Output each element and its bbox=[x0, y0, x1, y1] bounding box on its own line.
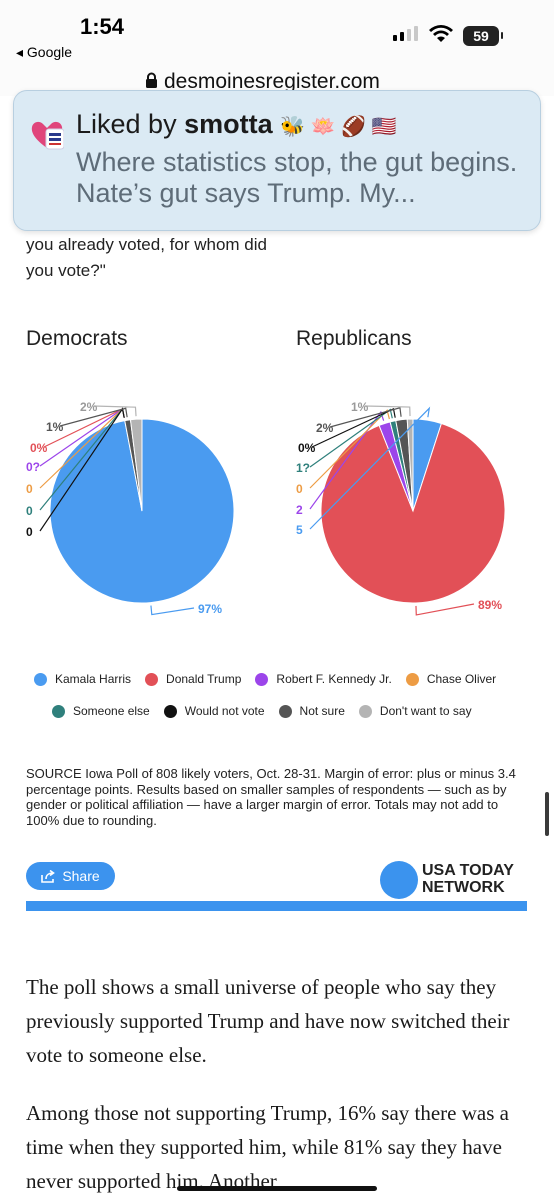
share-button[interactable]: Share bbox=[26, 862, 115, 890]
leader-line-democrats-kamala-harris bbox=[150, 605, 195, 616]
url-text[interactable]: desmoinesregister.com bbox=[164, 70, 380, 93]
data-label-democrats-would-not-vote: 0 bbox=[26, 525, 33, 539]
home-indicator[interactable] bbox=[177, 1186, 377, 1191]
heart-app-icon bbox=[31, 121, 64, 150]
legend-row-1: Kamala Harris Donald Trump Robert F. Kenne… bbox=[34, 672, 510, 686]
legend-label: Robert F. Kennedy Jr. bbox=[276, 672, 392, 686]
legend-item-would-not-vote: Would not vote bbox=[163, 704, 265, 718]
clock: 1:54 bbox=[80, 14, 125, 39]
usa-today-logo-icon bbox=[380, 861, 418, 899]
leader-line-republicans-would-not-vote bbox=[311, 407, 396, 448]
chart-title-democrats: Democrats bbox=[26, 327, 128, 350]
legend-row-2: Someone else Would not vote Not sure Don't … bbox=[52, 704, 486, 718]
data-label-republicans-don-t-want-to-say: 1% bbox=[351, 400, 369, 414]
share-icon bbox=[41, 869, 56, 883]
data-label-democrats-don-t-want-to-say: 2% bbox=[80, 400, 98, 414]
leader-line-republicans-not-sure bbox=[329, 407, 402, 428]
pie-slice-republicans-donald-trump bbox=[320, 422, 506, 604]
data-label-republicans-someone-else: 1? bbox=[296, 461, 310, 475]
legend-swatch bbox=[255, 672, 269, 686]
network-line-2: NETWORK bbox=[422, 879, 505, 896]
leader-line-republicans-don-t-want-to-say bbox=[364, 405, 411, 417]
legend-item-someone-else: Someone else bbox=[52, 704, 150, 718]
data-label-republicans-kamala-harris: 5 bbox=[296, 523, 303, 537]
legend-item-robert-f-kennedy-jr: Robert F. Kennedy Jr. bbox=[255, 672, 392, 686]
legend-item-don-t-want-to-say: Don't want to say bbox=[358, 704, 472, 718]
data-label-republicans-chase-oliver: 0 bbox=[296, 482, 303, 496]
data-label-democrats-someone-else: 0 bbox=[26, 504, 33, 518]
article-question-text: you already voted, for whom did you vote… bbox=[26, 235, 267, 280]
pie-slice-democrats-don-t-want-to-say bbox=[129, 418, 143, 512]
legend-swatch bbox=[278, 704, 292, 718]
legend-item-donald-trump: Donald Trump bbox=[145, 672, 241, 686]
data-label-republicans-would-not-vote: 0% bbox=[298, 441, 316, 455]
legend-item-not-sure: Not sure bbox=[278, 704, 345, 718]
notification-body: Where statistics stop, the gut begins. N… bbox=[76, 147, 518, 208]
network-line-1: USA TODAY bbox=[422, 862, 514, 879]
source-note: SOURCE Iowa Poll of 808 likely voters, O… bbox=[26, 766, 516, 828]
legend-swatch bbox=[34, 672, 47, 686]
article-paragraph-2: Among those not supporting Trump, 16% sa… bbox=[26, 1101, 509, 1193]
lock-icon bbox=[146, 72, 157, 88]
leader-line-republicans-robert-f-kennedy-jr bbox=[309, 410, 385, 510]
notification-banner[interactable]: Liked by smotta 🐝 🪷 🏈 🇺🇸 Where statistic… bbox=[13, 90, 541, 231]
data-label-democrats-kamala-harris: 97% bbox=[198, 602, 222, 616]
notification-emojis: 🐝 🪷 🏈 🇺🇸 bbox=[280, 116, 397, 138]
notification-liked-prefix: Liked by bbox=[76, 109, 185, 139]
legend-swatch bbox=[358, 704, 372, 718]
back-to-google-link[interactable]: ◂ Google bbox=[16, 44, 73, 60]
legend-label: Donald Trump bbox=[166, 672, 242, 686]
legend-item-kamala-harris: Kamala Harris bbox=[34, 672, 131, 686]
leader-line-republicans-donald-trump bbox=[415, 603, 475, 616]
battery-icon: 59 bbox=[463, 26, 503, 46]
status-bar: 1:54 ◂ Google 59 bbox=[0, 0, 554, 70]
legend-swatch bbox=[145, 672, 159, 686]
scrollbar-thumb[interactable] bbox=[545, 792, 549, 836]
legend-label: Not sure bbox=[299, 704, 345, 718]
data-label-republicans-donald-trump: 89% bbox=[478, 598, 502, 612]
cellular-signal-icon bbox=[393, 26, 418, 41]
pie-slice-republicans-don-t-want-to-say bbox=[406, 418, 414, 512]
legend-label: Kamala Harris bbox=[55, 672, 132, 686]
divider-bar bbox=[26, 901, 527, 911]
chart-title-republicans: Republicans bbox=[296, 327, 412, 350]
legend-label: Chase Oliver bbox=[426, 672, 497, 686]
leader-line-democrats-not-sure bbox=[59, 407, 128, 427]
legend-swatch bbox=[405, 672, 419, 686]
leader-line-republicans-chase-oliver bbox=[309, 409, 390, 489]
data-label-democrats-donald-trump: 0% bbox=[30, 441, 48, 455]
data-label-democrats-not-sure: 1% bbox=[46, 420, 64, 434]
wifi-icon bbox=[429, 25, 453, 42]
legend-label: Someone else bbox=[73, 704, 150, 718]
legend-swatch bbox=[52, 704, 65, 718]
share-label: Share bbox=[62, 868, 100, 884]
data-label-democrats-chase-oliver: 0 bbox=[26, 482, 33, 496]
usa-today-network-logo: USA TODAY NETWORK bbox=[422, 862, 514, 896]
legend-swatch bbox=[163, 704, 177, 718]
leader-line-republicans-someone-else bbox=[309, 408, 393, 468]
legend-item-chase-oliver: Chase Oliver bbox=[405, 672, 497, 686]
legend-label: Don't want to say bbox=[379, 704, 472, 718]
data-label-democrats-robert-f-kennedy-jr: 0? bbox=[26, 460, 40, 474]
leader-line-democrats-don-t-want-to-say bbox=[93, 405, 137, 417]
data-label-republicans-not-sure: 2% bbox=[316, 421, 334, 435]
notification-user: smotta bbox=[184, 109, 273, 139]
notification-title: Liked by smotta 🐝 🪷 🏈 🇺🇸 bbox=[76, 109, 396, 140]
article-paragraph-1: The poll shows a small universe of peopl… bbox=[26, 975, 510, 1067]
data-label-republicans-robert-f-kennedy-jr: 2 bbox=[296, 503, 303, 517]
leader-line-republicans-kamala-harris bbox=[309, 406, 431, 530]
legend-label: Would not vote bbox=[184, 704, 265, 718]
